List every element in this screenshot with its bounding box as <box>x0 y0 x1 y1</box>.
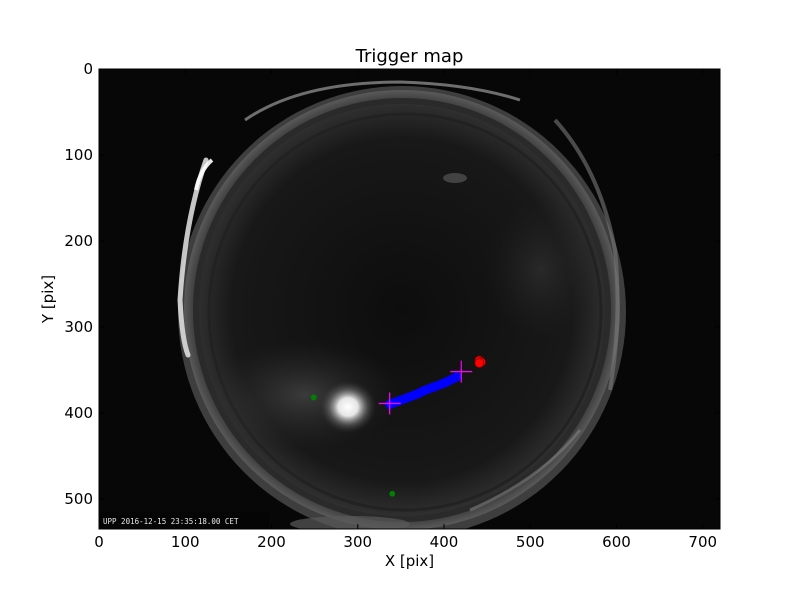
chart-title: Trigger map <box>355 46 464 67</box>
plot-frame <box>98 68 721 530</box>
y-tick-label: 200 <box>64 232 93 250</box>
x-tick-label: 700 <box>688 533 717 551</box>
data-point <box>412 389 422 399</box>
x-tick-label: 0 <box>94 533 104 551</box>
y-tick-label: 0 <box>83 60 93 78</box>
x-tick-label: 200 <box>257 533 286 551</box>
y-tick-label: 400 <box>64 404 93 422</box>
data-point <box>440 378 450 388</box>
x-tick-label: 600 <box>602 533 631 551</box>
y-tick-label: 500 <box>64 490 93 508</box>
data-point <box>452 372 462 382</box>
data-point <box>310 394 317 401</box>
y-tick-label: 300 <box>64 318 93 336</box>
data-point <box>474 358 485 368</box>
moon-glare <box>320 381 376 433</box>
x-tick-label: 300 <box>343 533 372 551</box>
series-1 <box>474 355 486 368</box>
allsky-camera-image: UPP 2016-12-15 23:35:18.00 CET <box>99 69 720 529</box>
series-2 <box>310 394 396 497</box>
x-tick-label: 400 <box>430 533 459 551</box>
y-axis-label: Y [pix] <box>39 275 57 324</box>
x-tick-label: 100 <box>171 533 200 551</box>
data-point <box>389 490 396 497</box>
x-axis-label: X [pix] <box>385 552 434 570</box>
series-3 <box>378 360 473 415</box>
timestamp-overlay: UPP 2016-12-15 23:35:18.00 CET <box>103 517 239 526</box>
x-tick-label: 500 <box>516 533 545 551</box>
y-tick-label: 100 <box>64 146 93 164</box>
